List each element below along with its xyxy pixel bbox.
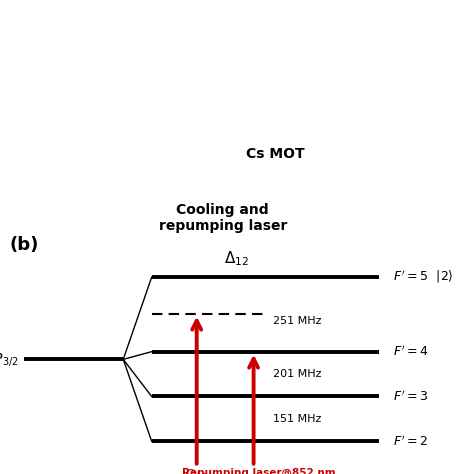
Text: Repumping laser@852 nm: Repumping laser@852 nm [182,468,335,474]
Text: $6P_{3/2}$: $6P_{3/2}$ [0,351,19,368]
Text: Cs MOT: Cs MOT [246,147,304,161]
Text: $F' = 5$  $|2\rangle$: $F' = 5$ $|2\rangle$ [393,269,454,285]
Text: $F' = 3$: $F' = 3$ [393,389,428,404]
Text: 201 MHz: 201 MHz [273,369,321,379]
Text: (b): (b) [9,237,39,255]
Text: $F' = 2$: $F' = 2$ [393,434,428,448]
Text: 251 MHz: 251 MHz [273,316,321,326]
Text: 151 MHz: 151 MHz [273,414,321,424]
Text: $\Delta_{12}$: $\Delta_{12}$ [225,249,249,268]
Text: $\Omega_{12}$: $\Omega_{12}$ [185,468,209,474]
Text: $F' = 4$: $F' = 4$ [393,345,429,359]
Text: Cooling and
repumping laser: Cooling and repumping laser [159,203,287,233]
